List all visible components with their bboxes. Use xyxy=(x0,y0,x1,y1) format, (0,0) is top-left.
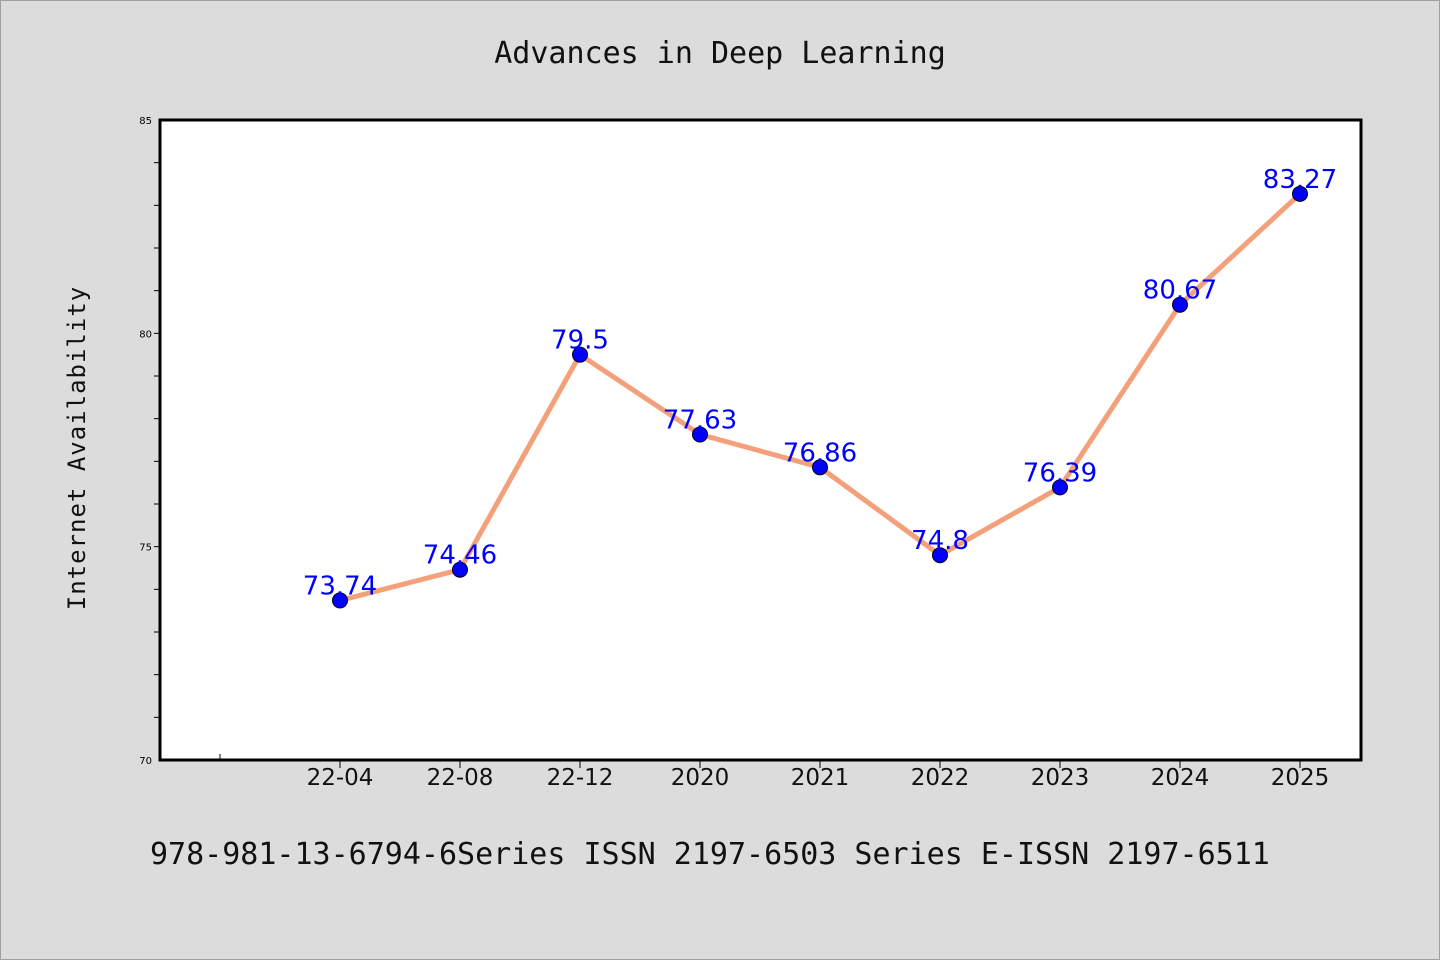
data-label: 83.27 xyxy=(1263,165,1337,195)
x-tick-label: 2025 xyxy=(1271,765,1330,791)
data-point xyxy=(452,561,468,578)
y-axis-ticks: 70 75 80 85 xyxy=(139,116,160,767)
data-label: 74.46 xyxy=(423,541,497,571)
data-label: 80.67 xyxy=(1143,276,1217,306)
data-point xyxy=(572,346,588,363)
data-point xyxy=(1172,296,1188,313)
x-tick-label: 2021 xyxy=(791,765,850,791)
chart-title: Advances in Deep Learning xyxy=(494,36,946,71)
x-tick-label: 22-04 xyxy=(307,765,374,791)
y-tick-label: 75 xyxy=(139,543,152,554)
data-point xyxy=(932,547,948,564)
data-labels: 73.74 74.46 79.5 77.63 76.86 74.8 76.39 80.67 83… xyxy=(303,165,1337,602)
x-tick-label: 2022 xyxy=(911,765,970,791)
y-tick-label: 80 xyxy=(139,329,152,340)
series-markers xyxy=(332,185,1308,609)
x-tick-label: 2023 xyxy=(1031,765,1090,791)
x-tick-label: 2024 xyxy=(1151,765,1210,791)
x-tick-label: 2020 xyxy=(671,765,730,791)
data-point xyxy=(692,426,708,443)
x-axis-ticks: 22-04 22-08 22-12 2020 2021 2022 2023 2024 2025 xyxy=(219,754,1330,791)
data-label: 73.74 xyxy=(303,571,377,601)
data-label: 77.63 xyxy=(663,405,737,435)
data-point xyxy=(1292,185,1308,202)
data-point xyxy=(332,592,348,609)
x-tick-label: 22-12 xyxy=(547,765,614,791)
x-tick-label: 22-08 xyxy=(427,765,494,791)
data-label: 76.39 xyxy=(1023,458,1097,488)
data-label: 76.86 xyxy=(783,438,857,468)
footer-isbn-text: 978-981-13-6794-6Series ISSN 2197-6503 S… xyxy=(150,837,1270,872)
plot-area xyxy=(158,118,1363,762)
y-tick-label: 70 xyxy=(139,756,152,767)
y-tick-label: 85 xyxy=(139,116,152,127)
y-axis-label: Internet Availability xyxy=(63,286,91,610)
data-point xyxy=(812,459,828,476)
data-label: 79.5 xyxy=(551,326,609,356)
data-label: 74.8 xyxy=(911,526,969,556)
data-point xyxy=(1052,479,1068,496)
